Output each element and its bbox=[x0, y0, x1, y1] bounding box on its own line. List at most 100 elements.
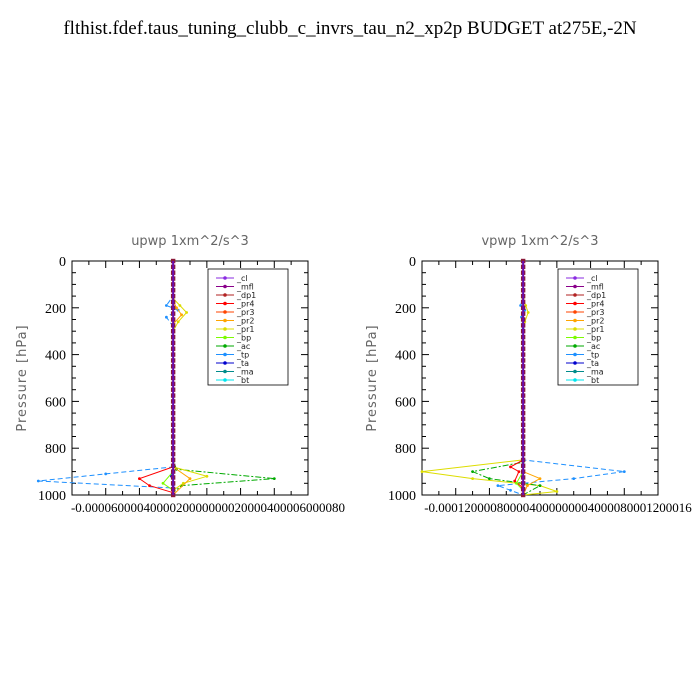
legend-marker-ta bbox=[573, 361, 577, 365]
series-point-pr2 bbox=[188, 477, 192, 480]
series-line-pr2 bbox=[172, 261, 191, 496]
legend-label-bp: _bp bbox=[586, 334, 601, 343]
legend-label-bp: _bp bbox=[236, 334, 251, 343]
legend-label-pr3: _pr3 bbox=[586, 308, 604, 317]
legend-label-tp: _tp bbox=[586, 351, 599, 360]
series-point-tp bbox=[104, 472, 108, 476]
series-line-ac bbox=[470, 261, 542, 496]
legend-marker-pr4 bbox=[573, 301, 577, 306]
series-point-ac bbox=[272, 477, 276, 480]
panel-vpwp: vpwp 1xm^2/s^3 Pressure [hPa] 0 200 400 600 80… bbox=[365, 234, 692, 515]
series-point-ac bbox=[471, 470, 474, 473]
legend-marker-mfl bbox=[573, 284, 577, 289]
legend-marker-pr4 bbox=[223, 301, 227, 306]
legend-marker-bp bbox=[223, 335, 227, 340]
series-point-tp bbox=[165, 304, 168, 307]
legend-marker-bp bbox=[573, 335, 577, 340]
y-axis-label: Pressure [hPa] bbox=[15, 324, 30, 431]
series-point-bp bbox=[515, 481, 518, 485]
legend-label-pr1: _pr1 bbox=[586, 325, 604, 334]
series-line-pr1 bbox=[421, 261, 558, 496]
y-tick-label: 200 bbox=[45, 302, 66, 317]
legend-marker-cl bbox=[573, 276, 577, 280]
series-point-tp bbox=[165, 315, 168, 319]
legend-label-ac: _ac bbox=[236, 342, 250, 351]
legend-label-ta: _ta bbox=[586, 359, 599, 368]
series-point-pr2 bbox=[180, 313, 184, 317]
series-point-pr2 bbox=[526, 484, 529, 487]
legend-label-pr3: _pr3 bbox=[236, 308, 254, 317]
legend-marker-pr2 bbox=[223, 318, 227, 323]
series-point-bp bbox=[161, 481, 165, 485]
legend-label-tp: _tp bbox=[236, 351, 249, 360]
legend-label-ac: _ac bbox=[586, 342, 600, 351]
legend-marker-bt bbox=[573, 378, 577, 382]
legend-marker-ac bbox=[223, 344, 227, 348]
series-point-tp bbox=[622, 470, 626, 473]
series-point-pr2 bbox=[175, 306, 178, 310]
legend-marker-pr2 bbox=[573, 318, 577, 323]
legend-label-ma: _ma bbox=[236, 368, 254, 377]
series-point-pr4 bbox=[509, 465, 512, 469]
legend-box bbox=[557, 268, 639, 386]
legend-label-mfl: _mfl bbox=[586, 283, 604, 292]
legend-label-mfl: _mfl bbox=[236, 283, 254, 292]
y-axis-label: Pressure [hPa] bbox=[365, 324, 380, 431]
y-tick-label: 800 bbox=[45, 442, 66, 457]
legend-marker-dp1 bbox=[223, 293, 227, 297]
series-point-tp bbox=[496, 484, 500, 487]
legend-label-pr1: _pr1 bbox=[236, 325, 254, 334]
x-tick-labels: -0.0000600004000020000000020000400006000… bbox=[71, 500, 345, 515]
legend-marker-cl bbox=[223, 276, 227, 280]
y-tick-label: 400 bbox=[395, 349, 416, 364]
series-point-pr1 bbox=[185, 311, 189, 314]
panel-title: vpwp 1xm^2/s^3 bbox=[481, 234, 598, 249]
y-tick-label: 1000 bbox=[388, 489, 416, 504]
series-line-pr1 bbox=[172, 261, 209, 495]
series-point-pr1 bbox=[555, 490, 559, 493]
page-title: flthist.fdef.taus_tuning_clubb_c_invrs_t… bbox=[63, 18, 637, 39]
y-tick-label: 600 bbox=[45, 395, 66, 410]
legend-marker-bt bbox=[223, 378, 227, 382]
series-point-ac bbox=[538, 484, 542, 487]
series-point-pr4 bbox=[517, 470, 521, 473]
legend-marker-ma bbox=[573, 369, 577, 374]
panel-title: upwp 1xm^2/s^3 bbox=[131, 234, 249, 249]
series-point-ac bbox=[488, 477, 491, 480]
legend-marker-dp1 bbox=[573, 293, 577, 297]
series-line-pr4 bbox=[138, 261, 174, 495]
legend-label-bt: _bt bbox=[586, 376, 599, 385]
y-tick-label: 0 bbox=[59, 255, 66, 270]
series-point-pr2 bbox=[538, 477, 542, 480]
y-tick-label: 800 bbox=[395, 442, 416, 457]
legend-marker-tp bbox=[573, 352, 577, 357]
series-point-pr1 bbox=[178, 304, 182, 307]
legend-label-cl: _cl bbox=[236, 274, 248, 283]
legend-marker-ta bbox=[223, 361, 227, 365]
legend-label-cl: _cl bbox=[586, 274, 598, 283]
legend-label-dp1: _dp1 bbox=[236, 291, 256, 300]
series-point-pr1 bbox=[420, 470, 424, 473]
series-point-tp bbox=[509, 488, 512, 492]
legend-label-pr4: _pr4 bbox=[586, 300, 604, 309]
legend-label-ma: _ma bbox=[586, 368, 604, 377]
series-point-pr1 bbox=[526, 311, 530, 314]
x-tick-labels: -0.0001200008000040000000040000800012000… bbox=[424, 500, 692, 515]
series-line-tp bbox=[38, 261, 180, 495]
series-point-pr1 bbox=[471, 477, 474, 480]
y-tick-label: 600 bbox=[395, 395, 416, 410]
series-point-tp bbox=[572, 477, 576, 480]
legend-box bbox=[207, 268, 289, 386]
legend-label-pr4: _pr4 bbox=[236, 300, 254, 309]
series-point-pr4 bbox=[138, 477, 141, 480]
legend-label-pr2: _pr2 bbox=[236, 317, 254, 326]
y-tick-label: 1000 bbox=[38, 489, 66, 504]
legend-marker-pr1 bbox=[223, 327, 227, 331]
y-tick-label: 0 bbox=[409, 255, 416, 270]
legend-marker-pr1 bbox=[573, 327, 577, 331]
series-point-pr1 bbox=[205, 474, 209, 478]
series-point-pr4 bbox=[513, 479, 517, 483]
series-point-tp bbox=[36, 479, 40, 483]
legend-label-ta: _ta bbox=[236, 359, 249, 368]
legend-marker-ac bbox=[573, 344, 577, 348]
